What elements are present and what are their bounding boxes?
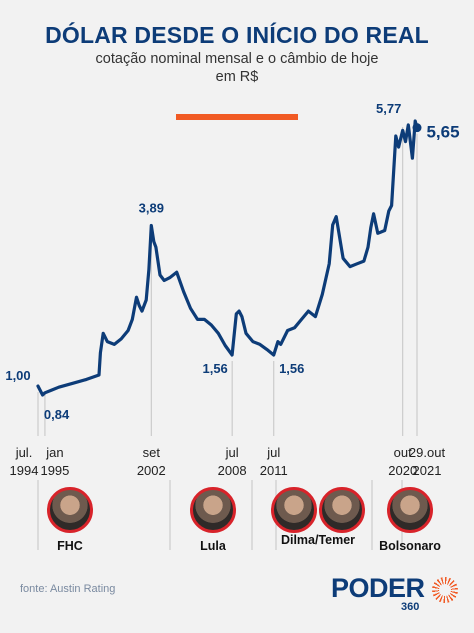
x-tick-label: 1994	[10, 463, 39, 478]
x-tick-label: out	[394, 445, 412, 460]
series-line	[36, 119, 419, 397]
series-end-point	[412, 123, 422, 133]
x-tick-label: jan	[45, 445, 63, 460]
x-tick-label: jul	[266, 445, 280, 460]
accent-bar	[176, 114, 298, 120]
portrait-bolsonaro-icon	[387, 487, 433, 533]
data-label: 5,65	[426, 123, 459, 142]
president-name: Dilma/Temer	[280, 533, 356, 547]
president-dilma-temer: Dilma/Temer	[258, 487, 378, 547]
data-label: 1,56	[279, 361, 304, 376]
portrait-temer-icon	[319, 487, 365, 533]
president-name: Bolsonaro	[379, 539, 441, 553]
data-label: 3,89	[139, 200, 164, 215]
data-label: 1,00	[5, 368, 30, 383]
source-note: fonte: Austin Rating	[20, 583, 116, 595]
x-tick-label: 2008	[218, 463, 247, 478]
president-name: Lula	[200, 539, 226, 553]
x-tick-label: 2011	[260, 463, 288, 478]
poder360-logo: PODER 360	[331, 573, 461, 613]
portrait-fhc-icon	[47, 487, 93, 533]
data-label: 1,56	[202, 361, 227, 376]
subtitle-line-1: cotação nominal mensal e o câmbio de hoj…	[95, 51, 379, 67]
portrait-dilma-icon	[271, 487, 317, 533]
president-fhc: FHC	[30, 487, 110, 553]
logo-sun-icon	[432, 577, 458, 603]
x-tick-label: 2020	[388, 463, 417, 478]
x-tick-label: 2021	[413, 463, 442, 478]
data-label: 0,84	[44, 407, 70, 422]
president-lula: Lula	[173, 487, 253, 553]
x-tick-label: jul.	[15, 445, 33, 460]
data-label: 5,77	[376, 101, 401, 116]
chart-subtitle: cotação nominal mensal e o câmbio de hoj…	[0, 50, 474, 86]
portrait-lula-icon	[190, 487, 236, 533]
x-tick-label: set	[143, 445, 161, 460]
chart-title: DÓLAR DESDE O INÍCIO DO REAL	[45, 22, 429, 48]
logo-number: 360	[401, 601, 420, 613]
x-tick-label: 29.out	[409, 445, 446, 460]
x-tick-label: 1995	[40, 463, 69, 478]
x-tick-label: jul	[225, 445, 239, 460]
x-tick-label: 2002	[137, 463, 166, 478]
subtitle-line-2: em R$	[215, 69, 259, 85]
president-bolsonaro: Bolsonaro	[370, 487, 450, 553]
logo-word: PODER	[331, 573, 425, 603]
president-name: FHC	[57, 539, 83, 553]
